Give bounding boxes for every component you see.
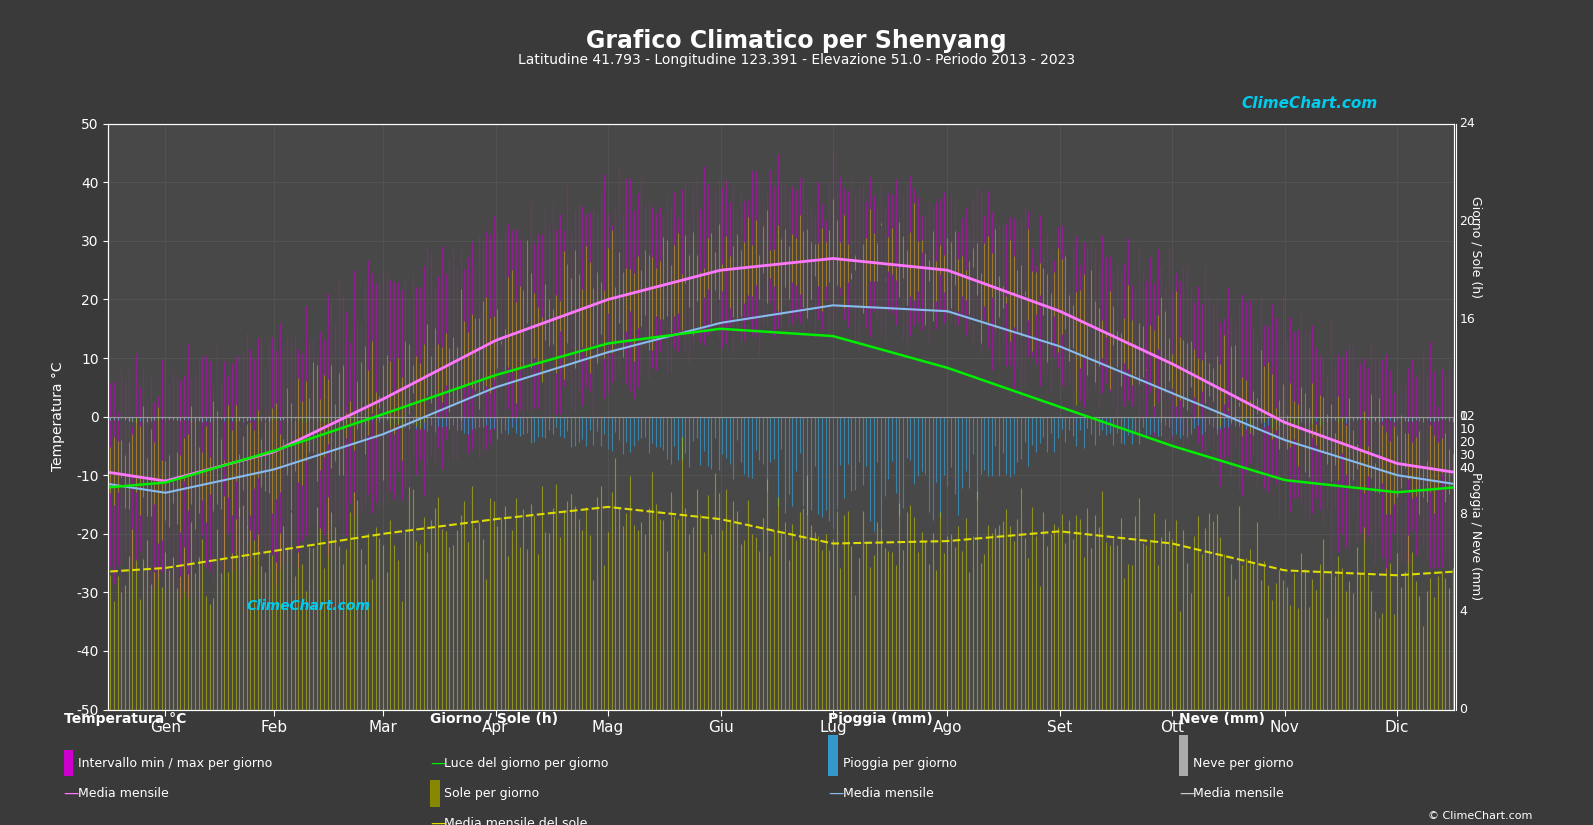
Text: Sole per giorno: Sole per giorno <box>444 787 540 800</box>
Text: 8: 8 <box>1459 507 1467 521</box>
Text: Giorno / Sole (h): Giorno / Sole (h) <box>1469 196 1483 299</box>
Text: Media mensile del sole: Media mensile del sole <box>444 817 588 825</box>
Text: Neve per giorno: Neve per giorno <box>1193 757 1294 770</box>
Text: © ClimeChart.com: © ClimeChart.com <box>1427 811 1532 821</box>
Text: Grafico Climatico per Shenyang: Grafico Climatico per Shenyang <box>586 29 1007 53</box>
Text: ClimeChart.com: ClimeChart.com <box>1241 96 1378 111</box>
Text: 12: 12 <box>1459 410 1475 423</box>
Text: 24: 24 <box>1459 117 1475 130</box>
Text: 30: 30 <box>1459 449 1475 462</box>
Text: Pioggia (mm): Pioggia (mm) <box>828 712 933 726</box>
Text: 10: 10 <box>1459 423 1475 436</box>
Text: Pioggia / Neve (mm): Pioggia / Neve (mm) <box>1469 472 1483 601</box>
Y-axis label: Temperatura °C: Temperatura °C <box>51 362 65 471</box>
Text: Pioggia per giorno: Pioggia per giorno <box>843 757 956 770</box>
Text: 0: 0 <box>1459 410 1467 423</box>
Text: —: — <box>430 756 446 771</box>
Text: ClimeChart.com: ClimeChart.com <box>247 600 371 613</box>
Text: Giorno / Sole (h): Giorno / Sole (h) <box>430 712 558 726</box>
Text: Latitudine 41.793 - Longitudine 123.391 - Elevazione 51.0 - Periodo 2013 - 2023: Latitudine 41.793 - Longitudine 123.391 … <box>518 53 1075 67</box>
Text: 4: 4 <box>1459 606 1467 619</box>
Text: 20: 20 <box>1459 436 1475 449</box>
Text: —: — <box>64 786 80 801</box>
Text: 40: 40 <box>1459 462 1475 474</box>
Text: —: — <box>1179 786 1195 801</box>
Text: —: — <box>430 816 446 825</box>
Text: Intervallo min / max per giorno: Intervallo min / max per giorno <box>78 757 272 770</box>
Text: Media mensile: Media mensile <box>843 787 933 800</box>
Text: Media mensile: Media mensile <box>78 787 169 800</box>
Text: Neve (mm): Neve (mm) <box>1179 712 1265 726</box>
Text: 16: 16 <box>1459 313 1475 326</box>
Text: 20: 20 <box>1459 214 1475 228</box>
Text: Luce del giorno per giorno: Luce del giorno per giorno <box>444 757 609 770</box>
Text: Media mensile: Media mensile <box>1193 787 1284 800</box>
Text: Temperatura °C: Temperatura °C <box>64 712 186 726</box>
Text: —: — <box>828 786 844 801</box>
Text: 0: 0 <box>1459 703 1467 716</box>
